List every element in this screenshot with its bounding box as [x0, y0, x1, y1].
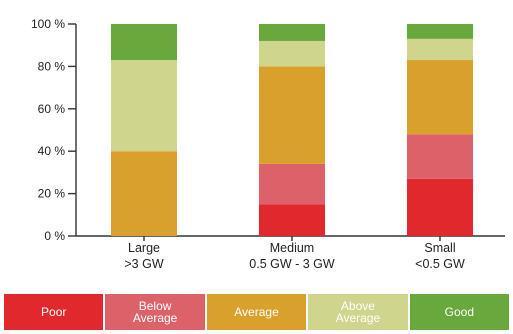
y-axis: 0 % 20 % 40 % 60 % 80 % 100 % — [31, 17, 77, 243]
legend-label: Good — [444, 305, 474, 319]
y-tick-label: 0 % — [44, 229, 65, 243]
legend: Poor Below Average Average Above Average Good — [4, 294, 510, 330]
bar-segment — [259, 163, 325, 205]
bar-segment — [259, 40, 325, 67]
y-tick-label: 20 % — [38, 187, 66, 201]
bar-segment — [259, 24, 325, 41]
y-tick-label: 60 % — [38, 102, 66, 116]
bar-segment — [111, 60, 177, 152]
bar-segment — [259, 66, 325, 164]
y-tick-label: 40 % — [38, 144, 66, 158]
legend-label: Above Average — [335, 299, 381, 325]
bar-segment — [111, 151, 177, 236]
legend-item: Below Average — [105, 294, 205, 330]
legend-label: Average — [234, 305, 279, 319]
bar-segment — [407, 60, 473, 135]
x-axis: Large >3 GW Medium 0.5 GW - 3 GW Small <0.5 G… — [76, 235, 505, 271]
legend-item: Average — [206, 294, 307, 330]
bars — [111, 24, 473, 236]
x-category-label: Small <0.5 GW — [415, 241, 465, 271]
y-tick-label: 80 % — [38, 59, 66, 73]
bar-segment — [259, 204, 325, 236]
x-category-label: Large >3 GW — [124, 241, 163, 271]
y-tick-label: 100 % — [31, 17, 65, 31]
bar-segment — [407, 38, 473, 61]
bar-segment — [407, 178, 473, 236]
bar-segment — [407, 24, 473, 39]
legend-label: Poor — [41, 305, 67, 319]
legend-item: Above Average — [308, 294, 408, 330]
legend-item: Good — [409, 294, 510, 330]
legend-item: Poor — [4, 294, 104, 330]
bar-segment — [407, 134, 473, 179]
legend-label: Below Average — [132, 299, 178, 325]
x-category-label: Medium 0.5 GW - 3 GW — [249, 241, 335, 271]
bar-segment — [111, 24, 177, 61]
